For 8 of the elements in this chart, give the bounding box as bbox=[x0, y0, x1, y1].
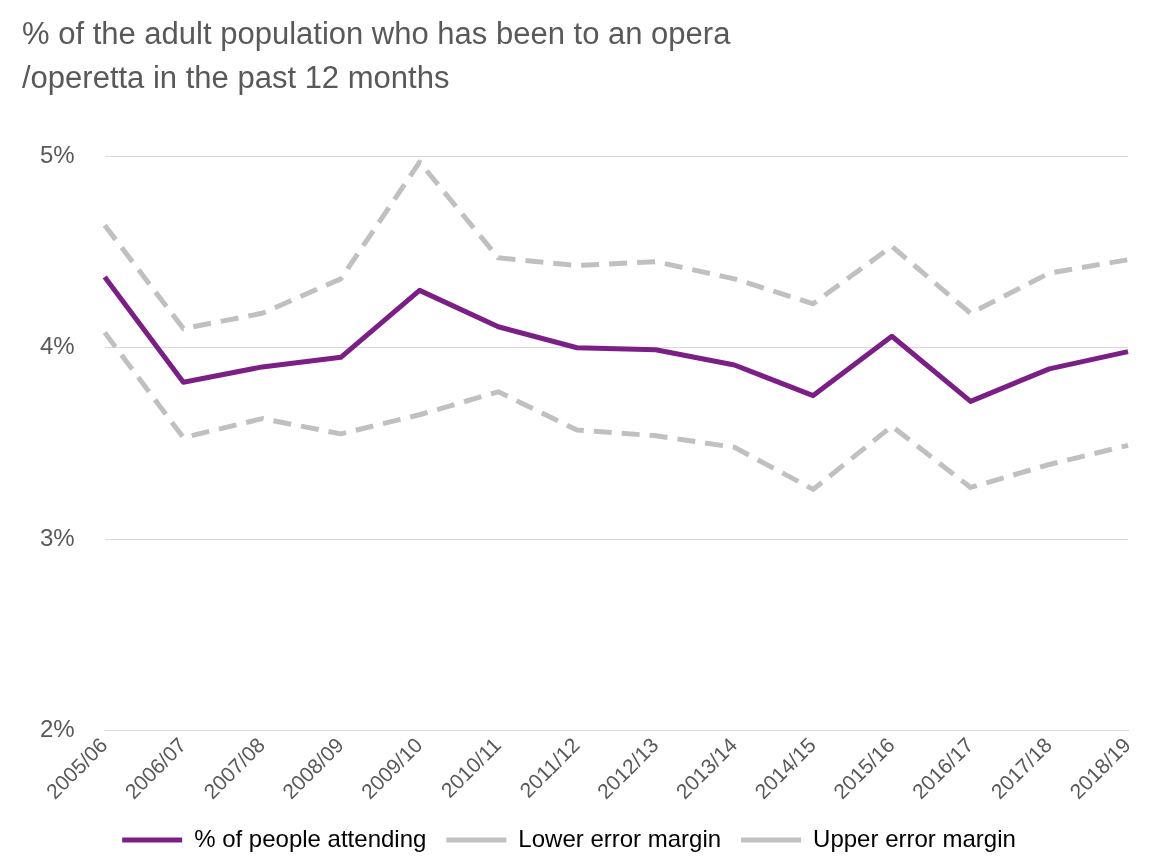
y-tick-label: 4% bbox=[40, 332, 75, 360]
y-tick-label: 2% bbox=[40, 715, 75, 743]
y-tick-label: 3% bbox=[40, 523, 75, 551]
legend-label: Lower error margin bbox=[518, 824, 722, 852]
chart-title: % of the adult population who has been to an opera /operetta in the past 12 months bbox=[22, 15, 732, 97]
y-tick-label: 5% bbox=[40, 141, 75, 169]
legend-label: % of people attending bbox=[194, 824, 427, 852]
legend-label: Upper error margin bbox=[813, 824, 1016, 852]
